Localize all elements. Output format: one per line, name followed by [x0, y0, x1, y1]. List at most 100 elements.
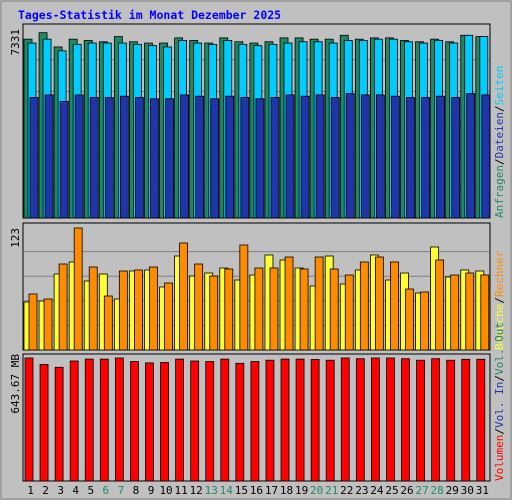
requests-bars	[23, 32, 491, 219]
day-label-4: 4	[72, 484, 79, 497]
bar-seiten-day-19	[300, 95, 310, 219]
bar-seiten-day-8	[135, 97, 144, 219]
bar-rechner-day-25	[390, 261, 399, 351]
bar-volumen-day-17	[265, 359, 275, 482]
legend-item: Volumen	[493, 435, 506, 481]
day-label-18: 18	[280, 484, 293, 497]
requests-panel: 7331 Anfragen/Dateien/Seiten	[9, 23, 506, 219]
bar-volumen-day-4	[69, 360, 79, 482]
bar-seiten-day-14	[225, 95, 235, 219]
bar-rechner-day-10	[164, 282, 173, 351]
day-label-31: 31	[476, 484, 489, 497]
bar-volumen-day-26	[401, 358, 410, 482]
day-label-17: 17	[265, 484, 278, 497]
bar-rechner-day-27	[420, 291, 429, 351]
bar-volumen-day-13	[205, 361, 215, 482]
bar-rechner-day-6	[103, 295, 113, 351]
bar-volumen-day-6	[99, 358, 109, 482]
bar-rechner-day-5	[88, 266, 98, 351]
bar-volumen-day-7	[114, 357, 124, 482]
bar-volumen-day-2	[39, 364, 49, 482]
bar-rechner-day-13	[209, 275, 219, 351]
day-label-15: 15	[235, 484, 248, 497]
day-label-25: 25	[385, 484, 398, 497]
legend-item: /	[493, 428, 506, 435]
day-label-12: 12	[190, 484, 203, 497]
bar-volumen-day-24	[370, 357, 380, 482]
bar-volumen-day-14	[220, 358, 230, 482]
day-label-16: 16	[250, 484, 263, 497]
bar-seiten-day-17	[270, 97, 280, 219]
bar-seiten-day-24	[375, 94, 385, 219]
bar-volumen-day-28	[431, 358, 441, 482]
bar-rechner-day-15	[239, 244, 249, 351]
legend-item: /	[493, 375, 506, 382]
legend-item: Anfragen	[493, 165, 506, 218]
bar-rechner-day-20	[314, 256, 324, 351]
bar-seiten-day-6	[104, 97, 114, 219]
bar-seiten-day-29	[451, 97, 461, 219]
volume-legend: Volumen/Vol. In/Vol. Out	[493, 322, 506, 481]
day-label-27: 27	[415, 484, 428, 497]
bar-seiten-day-15	[240, 97, 250, 219]
bar-volumen-day-23	[355, 358, 365, 482]
bar-volumen-day-18	[280, 358, 290, 482]
day-label-5: 5	[87, 484, 94, 497]
legend-item: /	[493, 158, 506, 165]
visits-legend: Besuche/Rechner	[493, 250, 506, 350]
bar-seiten-day-12	[195, 95, 205, 219]
visits-ymax-label: 123	[9, 228, 22, 248]
visits-bars	[23, 227, 490, 351]
bar-volumen-day-1	[24, 357, 34, 482]
bar-seiten-day-5	[89, 97, 99, 219]
day-labels: 1 2 3 4 5 6 7 8 9 10 11 12 13 14 15 16 17 18 19 20 21 22 23 24 2…	[27, 484, 489, 497]
legend-item: Besuche	[493, 304, 506, 350]
bar-seiten-day-20	[315, 94, 325, 219]
day-label-11: 11	[175, 484, 188, 497]
bar-seiten-day-3	[59, 100, 69, 219]
bar-volumen-day-31	[476, 358, 486, 482]
bar-rechner-day-23	[359, 261, 369, 351]
bar-rechner-day-12	[194, 263, 204, 351]
bar-seiten-day-22	[345, 93, 355, 219]
bar-seiten-day-31	[481, 94, 491, 219]
bar-rechner-day-1	[28, 293, 38, 351]
legend-item: Vol. In	[493, 382, 506, 428]
bar-seiten-day-9	[150, 98, 159, 219]
day-label-20: 20	[310, 484, 323, 497]
day-label-7: 7	[118, 484, 125, 497]
bar-volumen-day-22	[340, 357, 350, 482]
day-label-23: 23	[355, 484, 368, 497]
legend-item: /	[493, 297, 506, 304]
bar-rechner-day-30	[465, 272, 475, 351]
day-label-13: 13	[205, 484, 218, 497]
bar-volumen-day-21	[325, 359, 335, 482]
bar-rechner-day-26	[405, 288, 414, 351]
day-label-2: 2	[42, 484, 49, 497]
day-label-30: 30	[461, 484, 474, 497]
bar-rechner-day-24	[374, 256, 384, 351]
bar-seiten-day-11	[180, 94, 190, 219]
bar-rechner-day-14	[224, 268, 234, 351]
bar-rechner-day-16	[254, 267, 264, 351]
bar-volumen-day-9	[145, 362, 154, 482]
bar-seiten-day-23	[360, 94, 370, 219]
bar-rechner-day-2	[43, 298, 53, 351]
bar-seiten-day-21	[330, 97, 340, 219]
bar-seiten-day-18	[285, 94, 295, 219]
bar-rechner-day-29	[450, 274, 460, 351]
day-label-22: 22	[340, 484, 353, 497]
bar-rechner-day-9	[149, 266, 158, 351]
bar-seiten-day-13	[210, 98, 220, 219]
bar-seiten-day-26	[406, 97, 415, 219]
legend-item: Dateien	[493, 112, 506, 158]
bar-rechner-day-17	[269, 267, 279, 351]
bar-volumen-day-25	[386, 357, 395, 482]
day-label-1: 1	[27, 484, 34, 497]
bar-volumen-day-16	[250, 361, 260, 482]
bar-rechner-day-7	[118, 270, 128, 351]
day-label-19: 19	[295, 484, 308, 497]
bar-seiten-day-1	[29, 97, 39, 219]
bar-rechner-day-21	[329, 268, 339, 351]
